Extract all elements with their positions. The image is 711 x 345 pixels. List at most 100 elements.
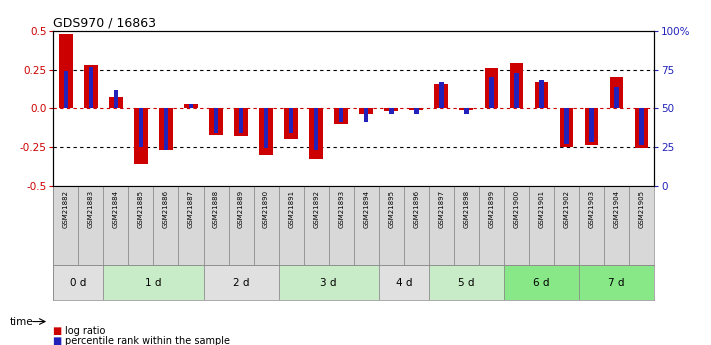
Bar xyxy=(53,265,103,300)
Bar xyxy=(103,265,203,300)
Text: 6 d: 6 d xyxy=(533,278,550,288)
Bar xyxy=(504,186,529,265)
Text: GSM21892: GSM21892 xyxy=(313,189,319,227)
Bar xyxy=(203,186,228,265)
Text: 2 d: 2 d xyxy=(232,278,250,288)
Bar xyxy=(514,73,519,108)
Bar xyxy=(228,186,254,265)
Bar xyxy=(554,186,579,265)
Bar xyxy=(129,186,154,265)
Bar xyxy=(114,90,118,108)
Text: GSM21897: GSM21897 xyxy=(439,189,444,228)
Bar xyxy=(489,77,493,108)
Bar xyxy=(159,108,173,150)
Bar xyxy=(604,186,629,265)
Bar xyxy=(579,186,604,265)
Text: GSM21893: GSM21893 xyxy=(338,189,344,228)
Text: GSM21900: GSM21900 xyxy=(513,189,520,228)
Bar xyxy=(504,265,579,300)
Bar xyxy=(234,108,248,136)
Bar xyxy=(289,108,294,133)
Text: ■: ■ xyxy=(52,336,62,345)
Text: GSM21899: GSM21899 xyxy=(488,189,494,228)
Bar xyxy=(565,108,569,144)
Text: GSM21901: GSM21901 xyxy=(538,189,545,228)
Text: GSM21890: GSM21890 xyxy=(263,189,269,228)
Bar xyxy=(284,108,298,139)
Bar xyxy=(535,82,548,108)
Text: 0 d: 0 d xyxy=(70,278,87,288)
Bar xyxy=(579,265,654,300)
Text: GSM21898: GSM21898 xyxy=(464,189,469,228)
Bar xyxy=(164,108,169,150)
Bar xyxy=(584,108,599,145)
Bar xyxy=(184,104,198,108)
Text: GSM21886: GSM21886 xyxy=(163,189,169,228)
Text: 4 d: 4 d xyxy=(395,278,412,288)
Bar xyxy=(614,87,619,108)
Bar xyxy=(359,108,373,115)
Text: 1 d: 1 d xyxy=(145,278,161,288)
Bar xyxy=(328,186,353,265)
Bar xyxy=(103,186,129,265)
Bar xyxy=(264,108,268,148)
Bar xyxy=(154,186,178,265)
Text: GSM21905: GSM21905 xyxy=(638,189,645,227)
Text: GSM21883: GSM21883 xyxy=(88,189,94,228)
Bar xyxy=(188,104,193,108)
Bar xyxy=(539,80,544,108)
Bar xyxy=(59,34,73,108)
Text: GSM21895: GSM21895 xyxy=(388,189,395,227)
Bar xyxy=(304,186,328,265)
Text: GSM21887: GSM21887 xyxy=(188,189,194,228)
Bar xyxy=(260,108,273,155)
Bar xyxy=(379,186,404,265)
Text: 7 d: 7 d xyxy=(609,278,625,288)
Bar xyxy=(279,265,379,300)
Bar xyxy=(404,186,429,265)
Text: GSM21894: GSM21894 xyxy=(363,189,369,227)
Bar xyxy=(309,108,323,159)
Bar xyxy=(339,108,343,122)
Bar xyxy=(414,108,419,115)
Bar xyxy=(63,71,68,108)
Text: GSM21902: GSM21902 xyxy=(564,189,570,227)
Bar xyxy=(279,186,304,265)
Text: GSM21885: GSM21885 xyxy=(138,189,144,227)
Text: GSM21882: GSM21882 xyxy=(63,189,69,227)
Bar xyxy=(364,108,368,122)
Text: log ratio: log ratio xyxy=(65,326,106,335)
Bar xyxy=(459,108,474,110)
Text: GDS970 / 16863: GDS970 / 16863 xyxy=(53,17,156,30)
Bar xyxy=(178,186,203,265)
Text: GSM21903: GSM21903 xyxy=(589,189,594,228)
Text: GSM21904: GSM21904 xyxy=(614,189,619,227)
Bar xyxy=(529,186,554,265)
Bar xyxy=(53,186,78,265)
Bar xyxy=(639,108,644,145)
Bar xyxy=(353,186,379,265)
Text: time: time xyxy=(9,317,33,326)
Bar xyxy=(254,186,279,265)
Bar xyxy=(434,83,448,108)
Bar xyxy=(209,108,223,135)
Text: GSM21889: GSM21889 xyxy=(238,189,244,228)
Bar xyxy=(589,108,594,142)
Bar xyxy=(334,108,348,124)
Bar xyxy=(429,186,454,265)
Bar xyxy=(429,265,504,300)
Bar xyxy=(78,186,103,265)
Bar xyxy=(510,63,523,108)
Text: GSM21888: GSM21888 xyxy=(213,189,219,228)
Bar xyxy=(484,68,498,108)
Bar xyxy=(629,186,654,265)
Bar xyxy=(410,108,423,110)
Text: percentile rank within the sample: percentile rank within the sample xyxy=(65,336,230,345)
Bar xyxy=(203,265,279,300)
Text: GSM21896: GSM21896 xyxy=(413,189,419,228)
Bar xyxy=(89,67,93,108)
Text: ■: ■ xyxy=(52,326,62,335)
Text: 3 d: 3 d xyxy=(321,278,337,288)
Bar xyxy=(314,108,319,150)
Bar xyxy=(479,186,504,265)
